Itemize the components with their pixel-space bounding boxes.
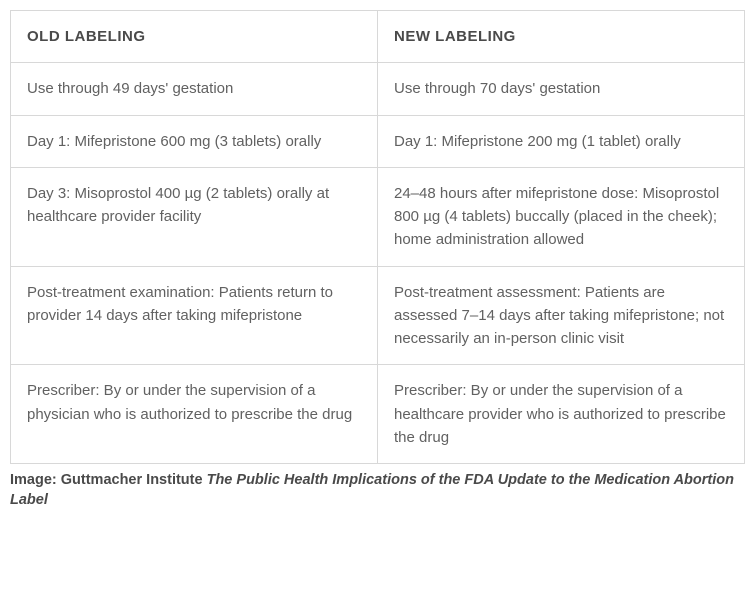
table-header-row: OLD LABELING NEW LABELING [11, 11, 745, 63]
table-row: Post-treatment examination: Patients ret… [11, 266, 745, 365]
image-caption: Image: Guttmacher Institute The Public H… [10, 470, 745, 511]
column-header-new: NEW LABELING [378, 11, 745, 63]
cell-old: Use through 49 days' gestation [11, 63, 378, 115]
cell-new: Prescriber: By or under the supervision … [378, 365, 745, 464]
cell-new: Post-treatment assessment: Patients are … [378, 266, 745, 365]
table-row: Day 1: Mifepristone 600 mg (3 tablets) o… [11, 115, 745, 167]
cell-new: 24–48 hours after mifepristone dose: Mis… [378, 167, 745, 266]
cell-old: Post-treatment examination: Patients ret… [11, 266, 378, 365]
table-row: Prescriber: By or under the supervision … [11, 365, 745, 464]
cell-new: Use through 70 days' gestation [378, 63, 745, 115]
table-row: Day 3: Misoprostol 400 µg (2 tablets) or… [11, 167, 745, 266]
cell-new: Day 1: Mifepristone 200 mg (1 tablet) or… [378, 115, 745, 167]
table-row: Use through 49 days' gestation Use throu… [11, 63, 745, 115]
labeling-comparison-table: OLD LABELING NEW LABELING Use through 49… [10, 10, 745, 464]
cell-old: Prescriber: By or under the supervision … [11, 365, 378, 464]
caption-source: Image: Guttmacher Institute [10, 472, 207, 488]
column-header-old: OLD LABELING [11, 11, 378, 63]
cell-old: Day 1: Mifepristone 600 mg (3 tablets) o… [11, 115, 378, 167]
cell-old: Day 3: Misoprostol 400 µg (2 tablets) or… [11, 167, 378, 266]
